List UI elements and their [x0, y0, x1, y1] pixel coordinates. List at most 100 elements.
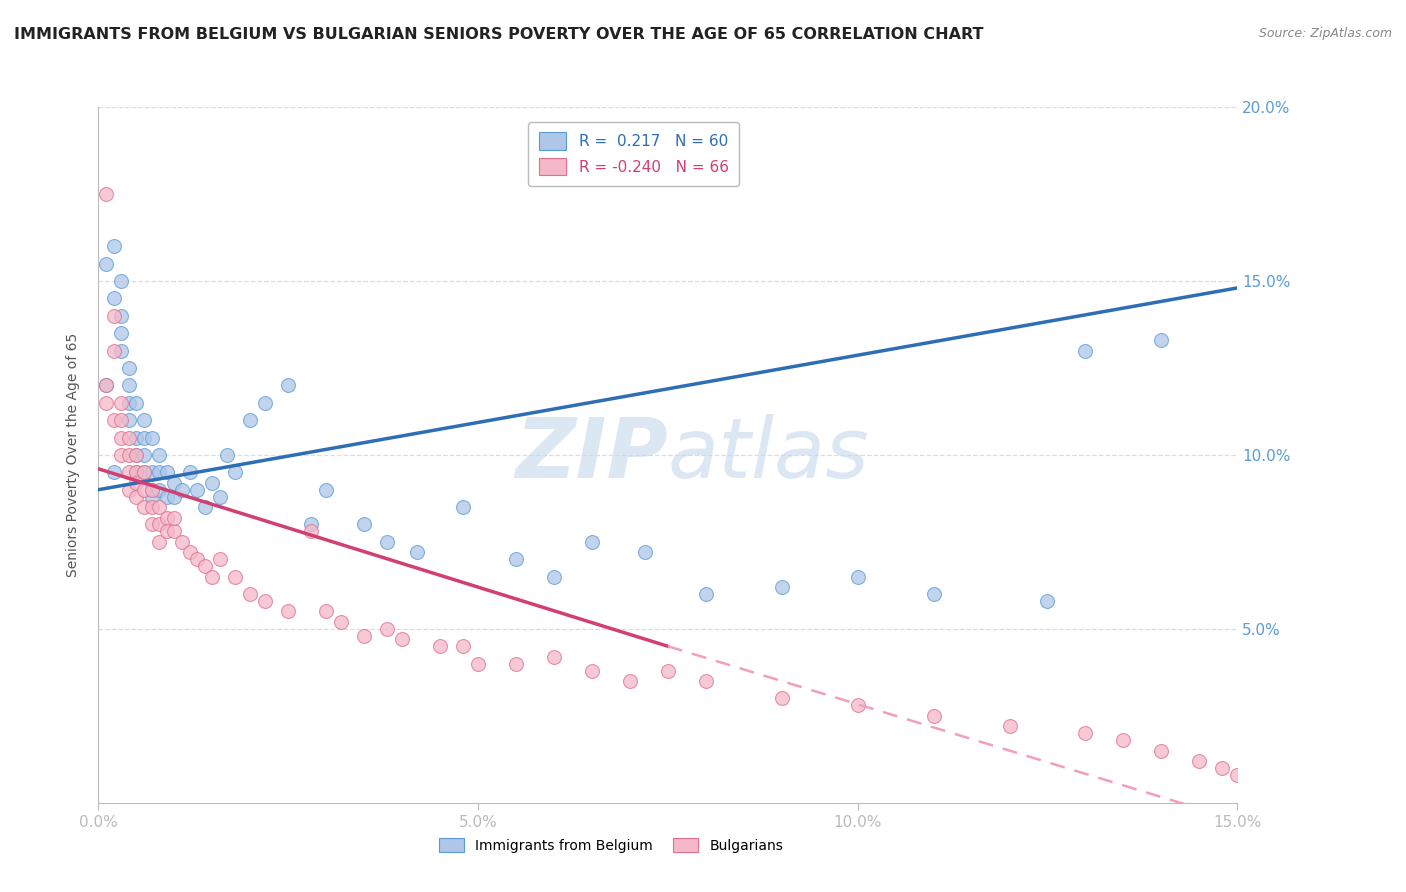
Point: [141, 517, 163, 532]
Point: [125, 430, 148, 444]
Point: [110, 309, 132, 323]
Point: [619, 674, 641, 689]
Point: [94, 378, 117, 392]
Point: [148, 517, 170, 532]
Point: [141, 500, 163, 514]
Point: [148, 448, 170, 462]
Point: [315, 605, 337, 619]
Point: [132, 466, 155, 480]
Point: [1150, 333, 1173, 347]
Point: [657, 664, 679, 678]
Point: [118, 413, 141, 427]
Point: [406, 545, 429, 559]
Text: Source: ZipAtlas.com: Source: ZipAtlas.com: [1258, 27, 1392, 40]
Point: [315, 483, 337, 497]
Point: [156, 490, 179, 504]
Point: [353, 629, 375, 643]
Point: [375, 534, 398, 549]
Point: [125, 395, 148, 409]
Point: [103, 343, 125, 358]
Point: [505, 657, 527, 671]
Point: [201, 475, 224, 490]
Point: [375, 622, 398, 636]
Point: [141, 466, 163, 480]
Legend: Immigrants from Belgium, Bulgarians: Immigrants from Belgium, Bulgarians: [433, 832, 789, 858]
Point: [103, 413, 125, 427]
Point: [103, 309, 125, 323]
Point: [581, 534, 603, 549]
Point: [118, 430, 141, 444]
Point: [110, 343, 132, 358]
Point: [110, 274, 132, 288]
Point: [132, 466, 155, 480]
Point: [201, 570, 224, 584]
Point: [103, 466, 125, 480]
Point: [217, 448, 239, 462]
Point: [156, 510, 179, 524]
Point: [110, 430, 132, 444]
Point: [103, 239, 125, 253]
Point: [163, 475, 186, 490]
Point: [451, 639, 474, 653]
Point: [132, 483, 155, 497]
Point: [132, 430, 155, 444]
Point: [1226, 768, 1249, 782]
Point: [125, 466, 148, 480]
Point: [141, 490, 163, 504]
Point: [299, 524, 322, 539]
Point: [125, 466, 148, 480]
Point: [239, 413, 262, 427]
Point: [94, 187, 117, 202]
Point: [118, 483, 141, 497]
Point: [208, 490, 231, 504]
Point: [118, 466, 141, 480]
Point: [94, 378, 117, 392]
Point: [695, 587, 717, 601]
Point: [179, 466, 201, 480]
Point: [277, 378, 299, 392]
Point: [148, 500, 170, 514]
Point: [141, 483, 163, 497]
Point: [110, 448, 132, 462]
Point: [1188, 754, 1211, 768]
Point: [170, 534, 193, 549]
Point: [110, 413, 132, 427]
Point: [156, 466, 179, 480]
Point: [186, 483, 208, 497]
Point: [141, 430, 163, 444]
Point: [1074, 726, 1097, 740]
Point: [770, 580, 793, 594]
Point: [505, 552, 527, 566]
Y-axis label: Seniors Poverty Over the Age of 65: Seniors Poverty Over the Age of 65: [66, 333, 80, 577]
Point: [125, 490, 148, 504]
Point: [224, 570, 246, 584]
Point: [125, 448, 148, 462]
Point: [179, 545, 201, 559]
Point: [846, 570, 869, 584]
Point: [118, 448, 141, 462]
Point: [194, 500, 217, 514]
Point: [148, 483, 170, 497]
Point: [846, 698, 869, 713]
Point: [254, 395, 277, 409]
Point: [1211, 761, 1233, 775]
Point: [148, 466, 170, 480]
Point: [922, 708, 945, 723]
Point: [353, 517, 375, 532]
Point: [132, 500, 155, 514]
Point: [118, 378, 141, 392]
Point: [118, 395, 141, 409]
Text: atlas: atlas: [668, 415, 869, 495]
Point: [922, 587, 945, 601]
Point: [581, 664, 603, 678]
Point: [163, 490, 186, 504]
Point: [132, 448, 155, 462]
Point: [277, 605, 299, 619]
Point: [1074, 343, 1097, 358]
Point: [186, 552, 208, 566]
Point: [125, 475, 148, 490]
Point: [148, 534, 170, 549]
Point: [132, 413, 155, 427]
Point: [634, 545, 657, 559]
Point: [94, 395, 117, 409]
